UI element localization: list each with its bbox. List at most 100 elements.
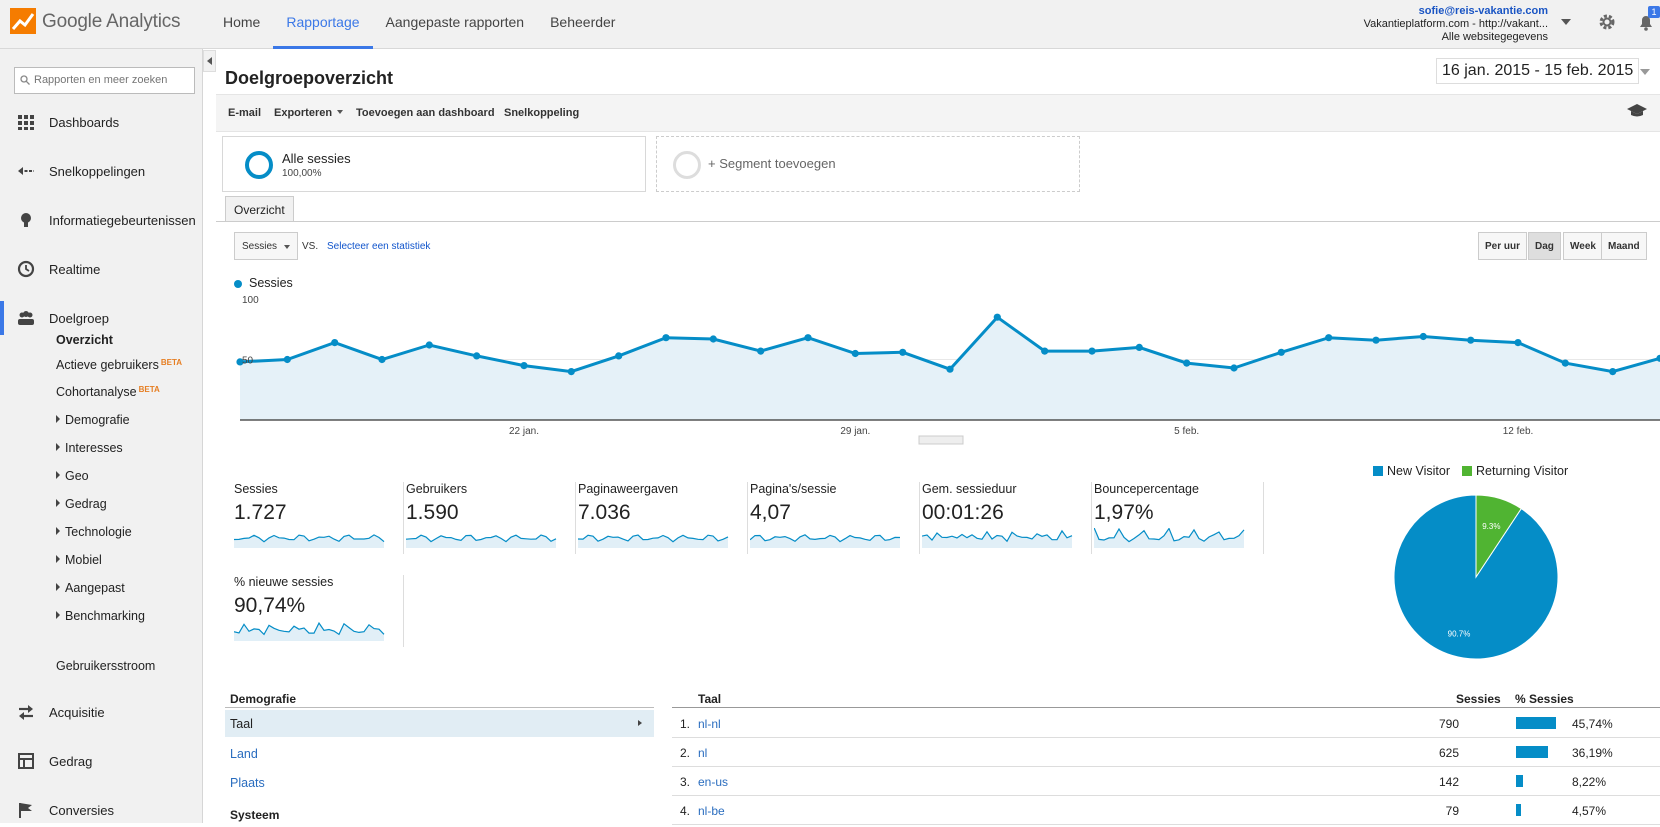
demografie-item-taal[interactable]: Taal xyxy=(225,710,654,737)
data-point xyxy=(1561,359,1569,367)
scorecard-value: 1.727 xyxy=(234,501,287,524)
clock-icon xyxy=(17,260,35,278)
row-index: 2. xyxy=(680,746,691,760)
demografie-item-land[interactable]: Land xyxy=(230,747,258,761)
scorecard[interactable]: Paginaweergaven 7.036 xyxy=(578,482,748,554)
column-header-pct-sessies[interactable]: % Sessies xyxy=(1515,692,1574,706)
row-index: 4. xyxy=(680,804,691,818)
shortcut-button[interactable]: Snelkoppeling xyxy=(504,107,580,119)
data-point xyxy=(236,358,244,366)
column-header-taal[interactable]: Taal xyxy=(698,692,722,706)
pie-slice[interactable] xyxy=(1475,494,1522,579)
data-point xyxy=(1467,336,1475,344)
sub-label: Aangepast xyxy=(65,581,125,595)
table-row[interactable]: 3. en-us 142 8,22% xyxy=(672,767,1660,796)
sidebar-sub-benchmarking[interactable]: Benchmarking xyxy=(56,609,145,623)
page-title: Doelgroepoverzicht xyxy=(225,68,394,88)
search-box[interactable] xyxy=(14,67,195,94)
scorecard[interactable]: Gebruikers 1.590 xyxy=(406,482,576,554)
language-link[interactable]: nl-be xyxy=(698,804,725,818)
add-segment-button[interactable]: + Segment toevoegen xyxy=(656,136,1080,192)
date-range-picker[interactable]: 16 jan. 2015 - 15 feb. 2015 xyxy=(1436,58,1640,84)
column-header-sessies[interactable]: Sessies xyxy=(1456,692,1501,706)
graduation-cap-icon[interactable] xyxy=(1627,103,1647,117)
table-row[interactable]: 4. nl-be 79 4,57% xyxy=(672,796,1660,825)
add-segment-label: + Segment toevoegen xyxy=(708,156,836,171)
sub-label: Gedrag xyxy=(65,497,107,511)
data-point xyxy=(283,355,291,364)
scorecard[interactable]: Gem. sessieduur 00:01:26 xyxy=(922,482,1092,554)
flag-icon xyxy=(19,803,32,818)
pie-legend-returning: Returning Visitor xyxy=(1462,464,1568,478)
sidebar-sub-technologie[interactable]: Technologie xyxy=(56,525,132,539)
scorecard[interactable]: Bouncepercentage 1,97% xyxy=(1094,482,1264,554)
sidebar-sub-demografie[interactable]: Demografie xyxy=(56,413,130,427)
granularity-week-button[interactable]: Week xyxy=(1563,232,1603,260)
scorecard[interactable]: Pagina's/sessie 4,07 xyxy=(750,482,920,554)
scorecard-value: 90,74% xyxy=(234,594,306,617)
scorecard-sparkline xyxy=(750,534,901,548)
sidebar-sub-mobiel[interactable]: Mobiel xyxy=(56,553,102,567)
nav-rapportage[interactable]: Rapportage xyxy=(273,0,373,49)
account-selector[interactable]: sofie@reis-vakantie.com Vakantieplatform… xyxy=(1364,5,1548,44)
resize-handle xyxy=(918,435,964,445)
sidebar-item-realtime[interactable]: Realtime xyxy=(0,252,203,286)
date-range-caret-icon[interactable] xyxy=(1640,69,1650,75)
demografie-item-plaats[interactable]: Plaats xyxy=(230,776,265,790)
granularity-month-button[interactable]: Maand xyxy=(1601,232,1647,260)
search-input[interactable] xyxy=(34,70,192,90)
export-label: Exporteren xyxy=(274,107,333,119)
sidebar-sub-geo[interactable]: Geo xyxy=(56,469,89,483)
data-point xyxy=(1609,368,1617,376)
table-row[interactable]: 1. nl-nl 790 45,74% xyxy=(672,709,1660,738)
nav-beheerder[interactable]: Beheerder xyxy=(550,14,616,30)
tab-overzicht[interactable]: Overzicht xyxy=(225,196,294,222)
sidebar-item-conversies[interactable]: Conversies xyxy=(0,793,203,827)
sessions-value: 79 xyxy=(1445,804,1459,818)
sidebar-sub-overzicht[interactable]: Overzicht xyxy=(56,333,113,347)
segment-all-sessions[interactable]: Alle sessies 100,00% xyxy=(222,136,646,192)
sidebar-sub-gedrag[interactable]: Gedrag xyxy=(56,497,107,511)
app-logo-text[interactable]: Google Analytics xyxy=(42,11,181,32)
add-to-dashboard-button[interactable]: Toevoegen aan dashboard xyxy=(356,107,495,119)
analytics-logo-icon[interactable] xyxy=(10,8,36,34)
sidebar-sub-actieve-gebruikers[interactable]: Actieve gebruikers BETA xyxy=(56,358,182,372)
nav-aangepaste-rapporten[interactable]: Aangepaste rapporten xyxy=(385,14,525,30)
select-statistic-link[interactable]: Selecteer een statistiek xyxy=(327,241,431,252)
sidebar-sub-cohortanalyse[interactable]: Cohortanalyse BETA xyxy=(56,385,160,399)
sidebar-item-acquisitie[interactable]: Acquisitie xyxy=(0,695,203,729)
metric-select[interactable]: Sessies xyxy=(234,232,298,260)
sidebar-sub-aangepast[interactable]: Aangepast xyxy=(56,581,125,595)
data-point xyxy=(662,334,670,342)
granularity-day-button[interactable]: Dag xyxy=(1528,232,1561,260)
scorecard[interactable]: Sessies 1.727 xyxy=(234,482,404,554)
sidebar-item-snelkoppelingen[interactable]: Snelkoppelingen xyxy=(0,154,203,188)
sidebar-item-gedrag[interactable]: Gedrag xyxy=(0,744,203,778)
collapse-sidebar-button[interactable] xyxy=(203,50,216,72)
sidebar-item-doelgroep[interactable]: Doelgroep xyxy=(0,301,203,335)
sparkline-line xyxy=(922,529,1073,543)
pie-slice-label: 90.7% xyxy=(1448,630,1471,639)
sidebar-item-label: Realtime xyxy=(49,262,101,277)
granularity-hour-button[interactable]: Per uur xyxy=(1478,232,1528,260)
data-point xyxy=(1183,359,1191,367)
language-link[interactable]: nl-nl xyxy=(698,717,721,731)
people-icon xyxy=(18,311,34,325)
gear-icon[interactable] xyxy=(1597,12,1617,32)
table-row[interactable]: 2. nl 625 36,19% xyxy=(672,738,1660,767)
export-button[interactable]: Exporteren xyxy=(274,107,344,119)
language-link[interactable]: nl xyxy=(698,746,708,760)
account-dropdown-icon[interactable] xyxy=(1561,19,1571,25)
nav-home[interactable]: Home xyxy=(223,14,261,30)
sidebar-sub-interesses[interactable]: Interesses xyxy=(56,441,123,455)
sidebar-item-informatiegebeurtenissen[interactable]: Informatiegebeurtenissen xyxy=(0,203,203,237)
scorecard-sparkline xyxy=(234,621,385,641)
notification-bell-icon[interactable] xyxy=(1636,12,1656,32)
scorecard-sparkline xyxy=(234,534,385,548)
sidebar-item-dashboards[interactable]: Dashboards xyxy=(0,105,203,139)
language-link[interactable]: en-us xyxy=(698,775,729,789)
sidebar-sub-gebruikersstroom[interactable]: Gebruikersstroom xyxy=(56,659,156,673)
scorecard[interactable]: % nieuwe sessies 90,74% xyxy=(234,575,404,647)
data-point xyxy=(615,352,623,360)
email-button[interactable]: E-mail xyxy=(228,107,262,119)
